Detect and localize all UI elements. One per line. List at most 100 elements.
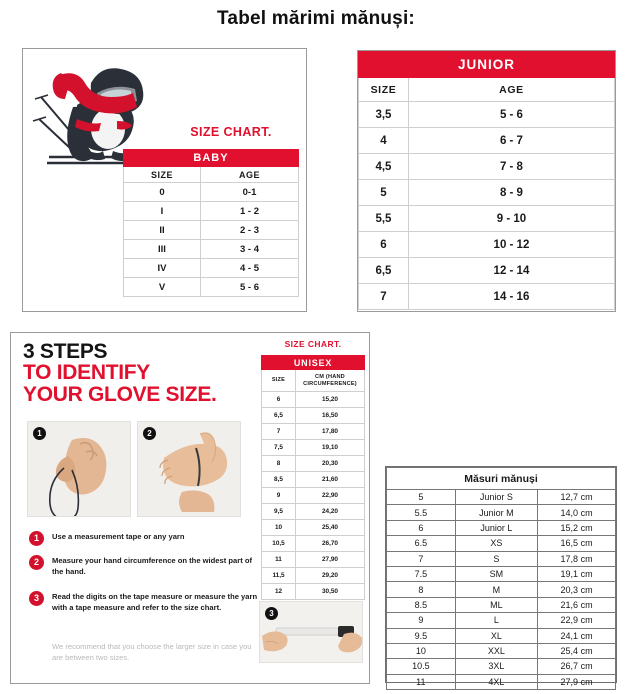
table-row: 8 M 20,3 cm <box>386 581 616 598</box>
table-cell: 3XL <box>454 658 539 675</box>
table-cell: 8.5 <box>386 596 456 614</box>
table-cell: 9 <box>386 612 456 629</box>
table-cell: 25,40 <box>294 519 366 536</box>
step-3-row: 3 Read the digits on the tape measure or… <box>29 591 259 613</box>
baby-chart-label: SIZE CHART. <box>190 125 272 139</box>
table-cell: 30,50 <box>294 583 366 600</box>
table-row: 5,5 9 - 10 <box>358 205 616 232</box>
table-cell: 11 <box>261 551 296 568</box>
table-cell: 14 - 16 <box>407 283 616 310</box>
table-cell: ML <box>454 596 539 614</box>
table-cell: 26,70 <box>294 535 366 552</box>
table-cell: 7 <box>261 423 296 440</box>
table-cell: 10.5 <box>386 658 456 675</box>
table-row: 11,5 29,20 <box>261 567 366 584</box>
band-label: UNISEX <box>261 355 365 370</box>
table-row: 8,5 21,60 <box>261 471 366 488</box>
table-cell: L <box>454 612 539 629</box>
table-cell: 8 - 9 <box>407 179 616 206</box>
table-row: II 2 - 3 <box>123 220 299 240</box>
table-cell: XS <box>454 535 539 552</box>
unisex-table-body: UNISEX SIZE CM (HAND CIRCUMFERENCE) 6 15,20 6… <box>261 355 366 600</box>
table-cell: 17,8 cm <box>537 550 616 567</box>
column-header: SIZE <box>358 77 409 102</box>
table-cell: 26,7 cm <box>537 658 616 675</box>
table-cell: 6 - 7 <box>407 127 616 154</box>
band-label: BABY <box>123 149 299 167</box>
step-2-row: 2 Measure your hand circumference on the… <box>29 555 259 577</box>
steps-heading-line3: YOUR GLOVE SIZE. <box>23 382 217 406</box>
table-cell: 4 <box>358 127 409 154</box>
table-cell: 9.5 <box>386 627 456 644</box>
table-cell: 5 - 6 <box>200 277 299 297</box>
masuri-manusi-table: Măsuri mănuși 5 Junior S 12,7 cm 5.5 Junior M… <box>386 467 616 691</box>
table-cell: 0-1 <box>200 182 299 202</box>
table-cell: 17,80 <box>294 423 366 440</box>
table-row: 9.5 XL 24,1 cm <box>386 627 616 644</box>
table-cell: V <box>123 277 201 297</box>
table-cell: 2 - 3 <box>200 220 299 240</box>
table-cell: 14,0 cm <box>537 504 616 521</box>
column-header: SIZE <box>123 166 201 183</box>
table-row: 12 30,50 <box>261 583 366 600</box>
table-cell: 5 <box>386 488 456 506</box>
table-cell: 5 - 6 <box>407 101 616 128</box>
table-cell: 9 <box>261 487 296 504</box>
step-number: 2 <box>29 555 44 570</box>
table-row: 4,5 7 - 8 <box>358 153 616 180</box>
column-header: CM (HAND CIRCUMFERENCE) <box>294 369 366 392</box>
table-cell: 6,5 <box>261 407 296 424</box>
table-row: 0 0-1 <box>123 182 299 202</box>
steps-heading: 3 STEPS TO IDENTIFY YOUR GLOVE SIZE. <box>23 340 263 406</box>
step-1-photo: 1 <box>27 421 131 517</box>
table-cell: 7.5 <box>386 565 456 583</box>
table-cell: 19,10 <box>294 439 366 456</box>
table-row: 3,5 5 - 6 <box>358 101 616 128</box>
photo-badge: 2 <box>143 427 156 440</box>
table-row: 8.5 ML 21,6 cm <box>386 596 616 614</box>
table-cell: 6,5 <box>358 257 409 284</box>
table-cell: 6.5 <box>386 535 456 552</box>
table-row: 7.5 SM 19,1 cm <box>386 565 616 583</box>
table-row: 6 10 - 12 <box>358 231 616 258</box>
table-cell: III <box>123 239 201 259</box>
photo-badge: 3 <box>265 607 278 620</box>
header-row: SIZE AGE <box>123 166 299 183</box>
steps-heading-line1: 3 STEPS <box>23 340 108 363</box>
table-row: 11 27,90 <box>261 551 366 568</box>
table-cell: 7 - 8 <box>407 153 616 180</box>
table-cell: Junior L <box>454 519 539 537</box>
table-cell: 8 <box>386 581 456 598</box>
table-cell: 5,5 <box>358 205 409 232</box>
table-row: 7,5 19,10 <box>261 439 366 456</box>
table-cell: 3 - 4 <box>200 239 299 259</box>
band-label: JUNIOR <box>358 51 615 78</box>
page-title: Tabel mărimi mănuși: <box>217 8 415 29</box>
step-number: 3 <box>29 591 44 606</box>
table-cell: 4XL <box>454 673 539 691</box>
table-row: 11 4XL 27,9 cm <box>386 673 616 691</box>
table-cell: 10 <box>261 519 296 536</box>
table-cell: Junior S <box>454 488 539 506</box>
table-cell: 9,5 <box>261 503 296 520</box>
table-row: 6.5 XS 16,5 cm <box>386 535 616 552</box>
column-header: AGE <box>407 77 616 102</box>
table-cell: 16,50 <box>294 407 366 424</box>
step-2-photo: 2 <box>137 421 241 517</box>
table-row: 7 S 17,8 cm <box>386 550 616 567</box>
photo-badge: 1 <box>33 427 46 440</box>
band-row: BABY <box>123 149 299 167</box>
header-row: SIZE AGE <box>358 77 616 102</box>
masuri-table-body: Măsuri mănuși 5 Junior S 12,7 cm 5.5 Junior M… <box>386 467 616 691</box>
glove-measuring-steps-panel: 3 STEPS TO IDENTIFY YOUR GLOVE SIZE. 1 2 <box>10 332 370 684</box>
table-row: 9 L 22,9 cm <box>386 612 616 629</box>
table-cell: 15,20 <box>294 391 366 408</box>
table-row: 10.5 3XL 26,7 cm <box>386 658 616 675</box>
table-cell: 21,60 <box>294 471 366 488</box>
